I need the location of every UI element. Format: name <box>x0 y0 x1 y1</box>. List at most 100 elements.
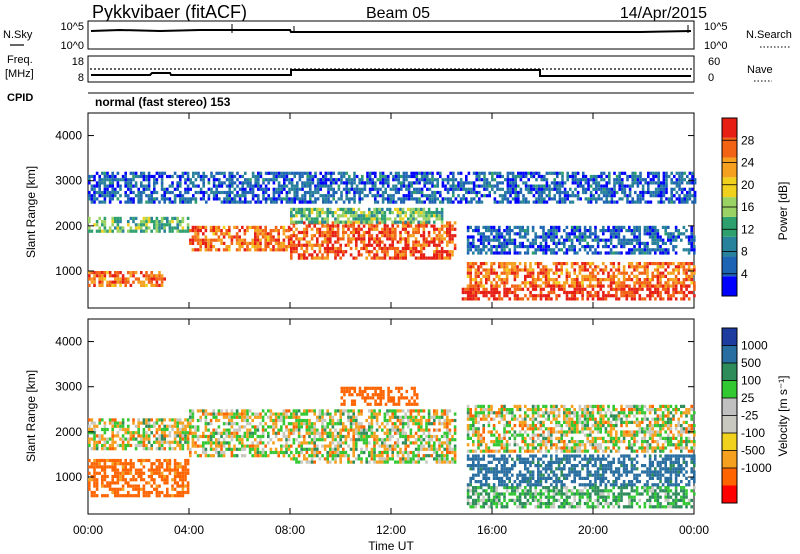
echo-cell <box>654 232 657 236</box>
echo-cell <box>101 280 104 284</box>
echo-cell <box>233 187 237 191</box>
echo-cell <box>249 190 252 195</box>
echo-cell <box>243 238 247 242</box>
echo-cell <box>374 197 377 201</box>
echo-cell <box>600 187 603 191</box>
echo-cell <box>449 197 452 201</box>
echo-cell <box>145 223 148 227</box>
echo-cell <box>168 440 172 444</box>
echo-cell <box>288 187 291 191</box>
echo-cell <box>617 297 621 301</box>
echo-cell <box>331 447 335 451</box>
echo-cell <box>652 181 655 185</box>
echo-cell <box>677 268 680 272</box>
echo-cell <box>482 268 485 272</box>
echo-cell <box>321 434 324 439</box>
echo-cell <box>617 238 621 242</box>
echo-cell <box>155 226 159 230</box>
echo-cell <box>667 281 670 285</box>
echo-cell <box>173 434 177 438</box>
echo-cell <box>290 200 294 204</box>
echo-cell <box>508 235 511 239</box>
echo-cell <box>186 190 190 195</box>
echo-cell <box>693 200 697 204</box>
echo-cell <box>646 241 649 245</box>
echo-cell <box>295 438 298 442</box>
echo-cell <box>310 438 314 442</box>
echo-cell <box>578 229 582 233</box>
echo-cell <box>690 232 693 236</box>
echo-cell <box>427 211 431 215</box>
echo-cell <box>522 174 525 179</box>
echo-cell <box>495 238 498 242</box>
echo-cell <box>292 224 296 228</box>
echo-cell <box>412 250 415 254</box>
freq-right-tick-bottom: 0 <box>708 72 714 84</box>
echo-cell <box>191 441 195 445</box>
echo-cell <box>313 444 316 448</box>
echo-cell <box>308 224 311 228</box>
echo-cell <box>685 248 688 252</box>
echo-cell <box>184 434 187 438</box>
echo-cell <box>609 241 613 245</box>
echo-cell <box>316 444 319 448</box>
echo-cell <box>493 178 497 182</box>
echo-cell <box>373 438 376 442</box>
echo-cell <box>202 194 205 198</box>
echo-cell <box>137 197 140 201</box>
echo-cell <box>495 284 498 288</box>
echo-cell <box>204 409 208 413</box>
echo-cell <box>336 450 340 455</box>
echo-cell <box>454 184 458 188</box>
echo-cell <box>305 214 309 218</box>
echo-cell <box>544 268 548 272</box>
echo-cell <box>531 229 535 233</box>
echo-cell <box>526 248 530 252</box>
echo-cell <box>596 290 600 295</box>
echo-cell <box>344 454 348 458</box>
echo-cell <box>589 281 592 285</box>
echo-cell <box>552 290 556 295</box>
echo-cell <box>383 220 387 224</box>
echo-cell <box>639 190 642 195</box>
echo-cell <box>654 229 657 233</box>
echo-cell <box>331 227 335 231</box>
echo-cell <box>124 190 127 195</box>
echo-cell <box>259 434 262 439</box>
echo-cell <box>349 246 353 251</box>
echo-cell <box>129 216 133 220</box>
echo-cell <box>604 238 608 242</box>
echo-cell <box>176 181 179 185</box>
echo-cell <box>521 241 524 245</box>
echo-cell <box>407 194 411 198</box>
echo-cell <box>657 190 660 195</box>
echo-cell <box>548 197 551 201</box>
echo-cell <box>534 297 538 301</box>
echo-cell <box>290 237 293 241</box>
echo-cell <box>357 422 361 426</box>
echo-cell <box>280 245 283 249</box>
echo-cell <box>280 184 283 188</box>
echo-cell <box>435 234 439 238</box>
echo-cell <box>345 190 348 195</box>
echo-cell <box>262 197 265 201</box>
echo-cell <box>544 241 548 245</box>
echo-cell <box>111 171 114 175</box>
echo-cell <box>209 438 213 442</box>
echo-cell <box>103 216 107 220</box>
echo-cell <box>485 181 489 185</box>
echo-cell <box>158 440 161 444</box>
echo-cell <box>124 437 127 441</box>
echo-cell <box>347 224 350 228</box>
echo-cell <box>295 234 298 238</box>
echo-cell <box>272 194 276 198</box>
echo-cell <box>98 440 101 444</box>
echo-cell <box>127 184 130 188</box>
echo-cell <box>569 194 572 198</box>
echo-cell <box>357 431 361 435</box>
echo-cell <box>646 284 649 288</box>
echo-cell <box>262 190 265 195</box>
echo-cell <box>153 181 156 185</box>
echo-cell <box>635 238 639 242</box>
echo-cell <box>352 227 355 231</box>
